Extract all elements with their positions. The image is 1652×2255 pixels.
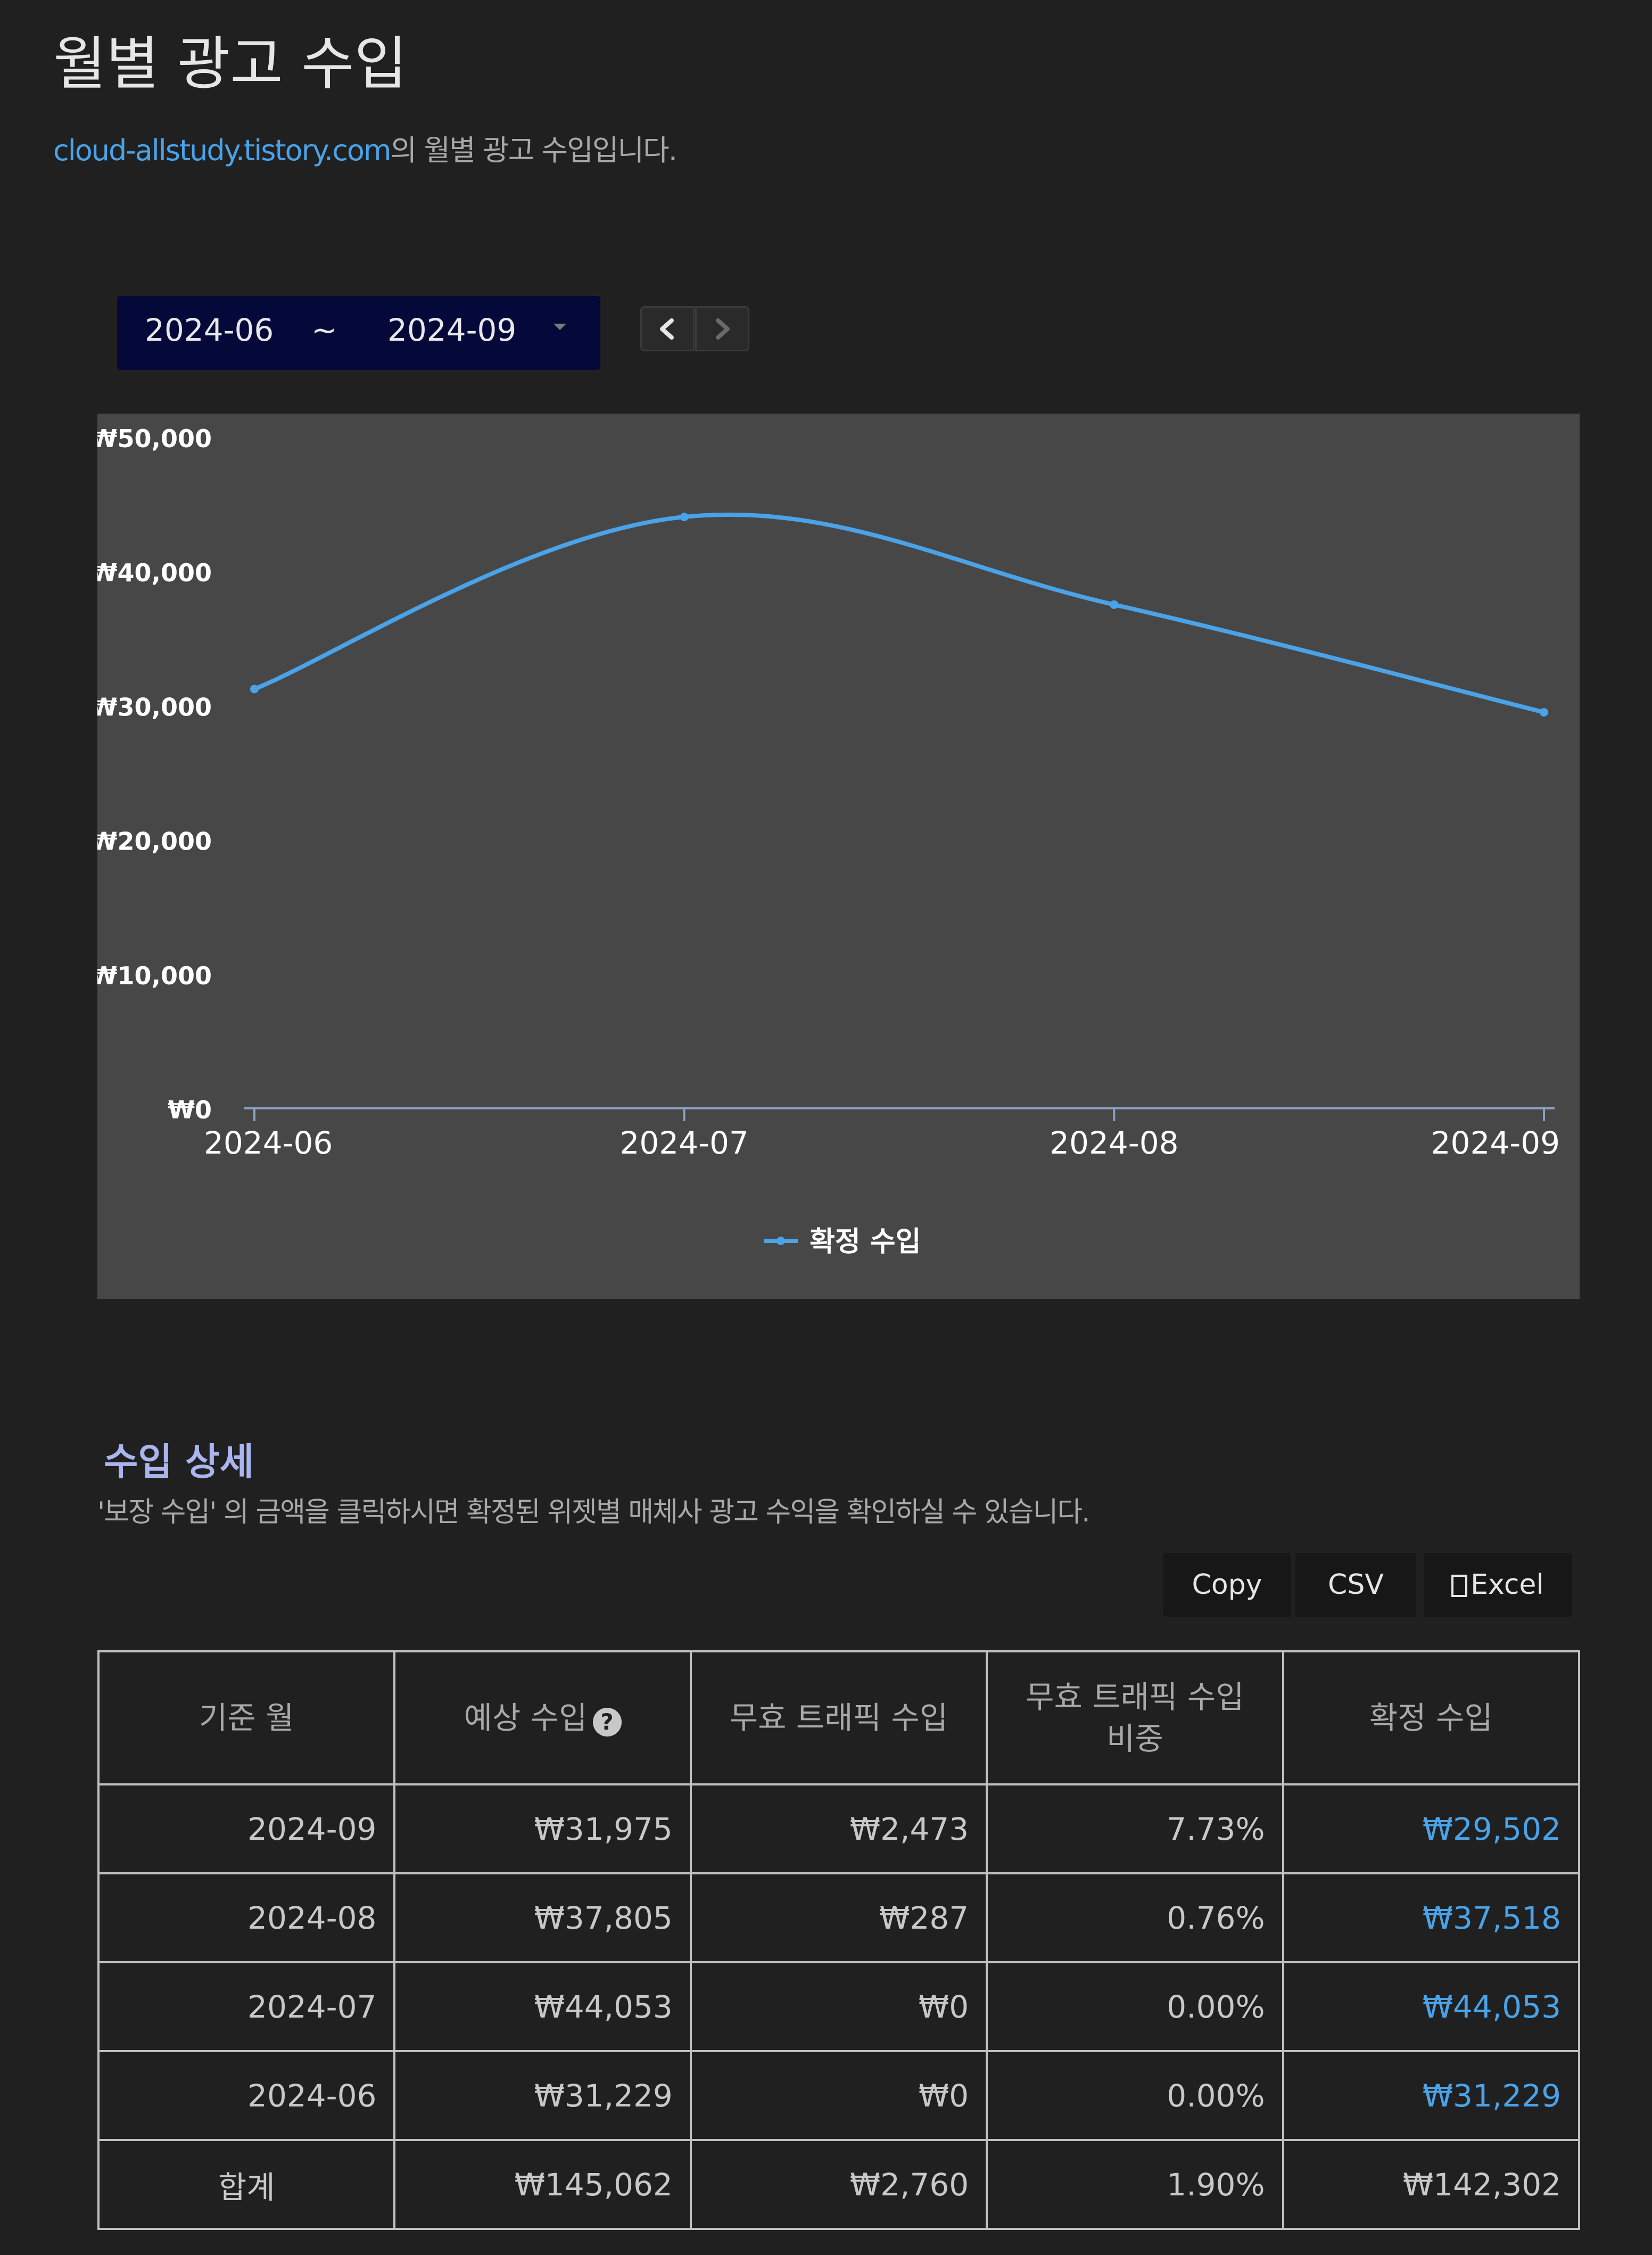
col-invalid-ratio-line: 무효 트래픽 수입 <box>1026 1678 1244 1715</box>
cell-confirmed[interactable]: ₩31,229 <box>1282 2050 1581 2141</box>
table-row: 2024-07 ₩44,053 ₩0 0.00% ₩44,053 <box>97 1961 1581 2052</box>
range-end: 2024-09 <box>387 312 517 348</box>
x-tick-label: 2024-06 <box>204 1125 333 1161</box>
help-icon[interactable]: ? <box>592 1707 622 1736</box>
col-confirmed: 확정 수입 <box>1282 1650 1581 1785</box>
cell-confirmed[interactable]: ₩37,518 <box>1282 1872 1581 1963</box>
col-estimated-label: 예상 수입 <box>464 1699 588 1736</box>
cell-invalid-ratio: 0.00% <box>986 2050 1284 2141</box>
table-row: 2024-06 ₩31,229 ₩0 0.00% ₩31,229 <box>97 2050 1581 2141</box>
cell-month: 2024-06 <box>97 2050 396 2141</box>
range-separator: ~ <box>311 312 337 348</box>
prev-period-button[interactable] <box>640 306 695 351</box>
cell-estimated: ₩44,053 <box>393 1961 692 2052</box>
data-point <box>250 685 259 694</box>
y-tick-label: ₩40,000 <box>97 558 212 587</box>
cell-month: 2024-08 <box>97 1872 396 1963</box>
chevron-left-icon <box>660 318 674 340</box>
data-point <box>1540 707 1548 717</box>
site-link[interactable]: cloud-allstudy.tistory.com <box>53 134 392 167</box>
cell-estimated: ₩31,975 <box>393 1783 692 1874</box>
y-tick-label: ₩20,000 <box>97 827 212 856</box>
cell-invalid-traffic: ₩2,473 <box>689 1783 988 1874</box>
total-cell-estimated: ₩145,062 <box>393 2139 692 2230</box>
chevron-down-icon <box>554 324 566 330</box>
cell-invalid-ratio: 0.00% <box>986 1961 1284 2052</box>
cell-invalid-ratio: 7.73% <box>986 1783 1284 1874</box>
cell-month: 2024-07 <box>97 1961 396 2052</box>
total-cell-invalid-ratio: 1.90% <box>986 2139 1284 2230</box>
detail-title: 수입 상세 <box>104 1440 254 1484</box>
table-row: 2024-09 ₩31,975 ₩2,473 7.73% ₩29,502 <box>97 1783 1581 1874</box>
csv-button[interactable]: CSV <box>1295 1553 1416 1617</box>
cell-estimated: ₩31,229 <box>393 2050 692 2141</box>
chart-canvas: ₩50,000₩40,000₩30,000₩20,000₩10,000₩0202… <box>97 424 1560 1258</box>
cell-confirmed[interactable]: ₩44,053 <box>1282 1961 1581 2052</box>
next-period-button[interactable] <box>695 306 749 351</box>
cell-month: 2024-09 <box>97 1783 396 1874</box>
cell-invalid-ratio: 0.76% <box>986 1872 1284 1963</box>
total-cell-month: 합계 <box>97 2139 396 2230</box>
copy-button[interactable]: Copy <box>1163 1553 1291 1617</box>
y-tick-label: ₩30,000 <box>97 693 212 721</box>
total-cell-invalid-traffic: ₩2,760 <box>689 2139 988 2230</box>
range-start: 2024-06 <box>145 312 274 348</box>
cell-confirmed[interactable]: ₩29,502 <box>1282 1783 1581 1874</box>
cell-invalid-traffic: ₩0 <box>689 1961 988 2052</box>
y-tick-label: ₩0 <box>168 1096 212 1124</box>
y-tick-label: ₩50,000 <box>97 424 212 453</box>
subtitle-text: 의 월별 광고 수입입니다. <box>390 134 678 167</box>
total-cell-confirmed: ₩142,302 <box>1282 2139 1581 2230</box>
y-tick-label: ₩10,000 <box>97 961 212 990</box>
excel-file-icon <box>1451 1575 1468 1597</box>
date-range-picker[interactable]: 2024-06 ~ 2024-09 <box>117 296 600 370</box>
detail-note: '보장 수입' 의 금액을 클릭하시면 확정된 위젯별 매체사 광고 수익을 확… <box>97 1496 1091 1528</box>
table-total-row: 합계 ₩145,062 ₩2,760 1.90% ₩142,302 <box>97 2139 1581 2230</box>
excel-label: Excel <box>1471 1569 1544 1601</box>
legend-label: 확정 수입 <box>810 1226 921 1258</box>
cell-invalid-traffic: ₩287 <box>689 1872 988 1963</box>
page-title: 월별 광고 수입 <box>53 31 407 97</box>
col-month: 기준 월 <box>97 1650 396 1785</box>
x-tick-label: 2024-09 <box>1431 1125 1560 1161</box>
excel-button[interactable]: Excel <box>1424 1553 1572 1617</box>
col-estimated: 예상 수입? <box>393 1650 692 1785</box>
cell-invalid-traffic: ₩0 <box>689 2050 988 2141</box>
x-tick-label: 2024-07 <box>620 1125 748 1161</box>
revenue-detail-table: 기준 월 예상 수입? 무효 트래픽 수입 무효 트래픽 수입 비중 확정 수입 … <box>97 1650 1581 2230</box>
table-row: 2024-08 ₩37,805 ₩287 0.76% ₩37,518 <box>97 1872 1581 1963</box>
series-line-확정수입 <box>253 512 1544 714</box>
legend-marker <box>777 1237 785 1245</box>
data-point <box>680 512 689 521</box>
data-point <box>1110 600 1119 609</box>
col-invalid-traffic: 무효 트래픽 수입 <box>689 1650 988 1785</box>
cell-estimated: ₩37,805 <box>393 1872 692 1963</box>
x-tick-label: 2024-08 <box>1050 1125 1178 1161</box>
chevron-right-icon <box>716 318 730 340</box>
col-invalid-ratio-line: 비중 <box>1106 1721 1163 1757</box>
page-subtitle: cloud-allstudy.tistory.com의 월별 광고 수입입니다. <box>53 127 678 169</box>
revenue-chart: ₩50,000 ₩40,000 ₩30,000 ₩20,000 ₩10,000 ₩0 202… <box>97 414 1580 1299</box>
